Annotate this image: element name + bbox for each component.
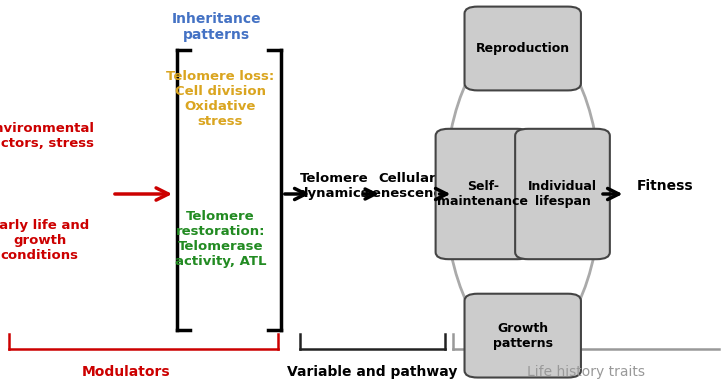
Text: Cellular
senescence: Cellular senescence (364, 172, 450, 200)
Text: Telomere
dynamics: Telomere dynamics (299, 172, 369, 200)
Text: Telomere loss:
Cell division
Oxidative
stress: Telomere loss: Cell division Oxidative s… (166, 70, 275, 128)
Text: Variable and pathway: Variable and pathway (287, 365, 458, 379)
Text: Reproduction: Reproduction (476, 42, 570, 55)
Text: Environmental
factors, stress: Environmental factors, stress (0, 122, 94, 150)
FancyBboxPatch shape (435, 129, 531, 259)
Text: Self-
maintenance: Self- maintenance (437, 180, 529, 208)
FancyBboxPatch shape (464, 294, 581, 378)
Text: Inheritance
patterns: Inheritance patterns (172, 12, 262, 42)
Text: Fitness: Fitness (637, 179, 693, 193)
FancyBboxPatch shape (464, 7, 581, 90)
Text: Life history traits: Life history traits (526, 365, 645, 379)
Text: Individual
lifespan: Individual lifespan (528, 180, 597, 208)
Text: Modulators: Modulators (82, 365, 171, 379)
Text: Growth
patterns: Growth patterns (493, 322, 552, 350)
FancyBboxPatch shape (515, 129, 610, 259)
Text: Telomere
restoration:
Telomerase
activity, ATL: Telomere restoration: Telomerase activit… (175, 210, 266, 267)
Text: Early life and
growth
conditions: Early life and growth conditions (0, 219, 90, 262)
